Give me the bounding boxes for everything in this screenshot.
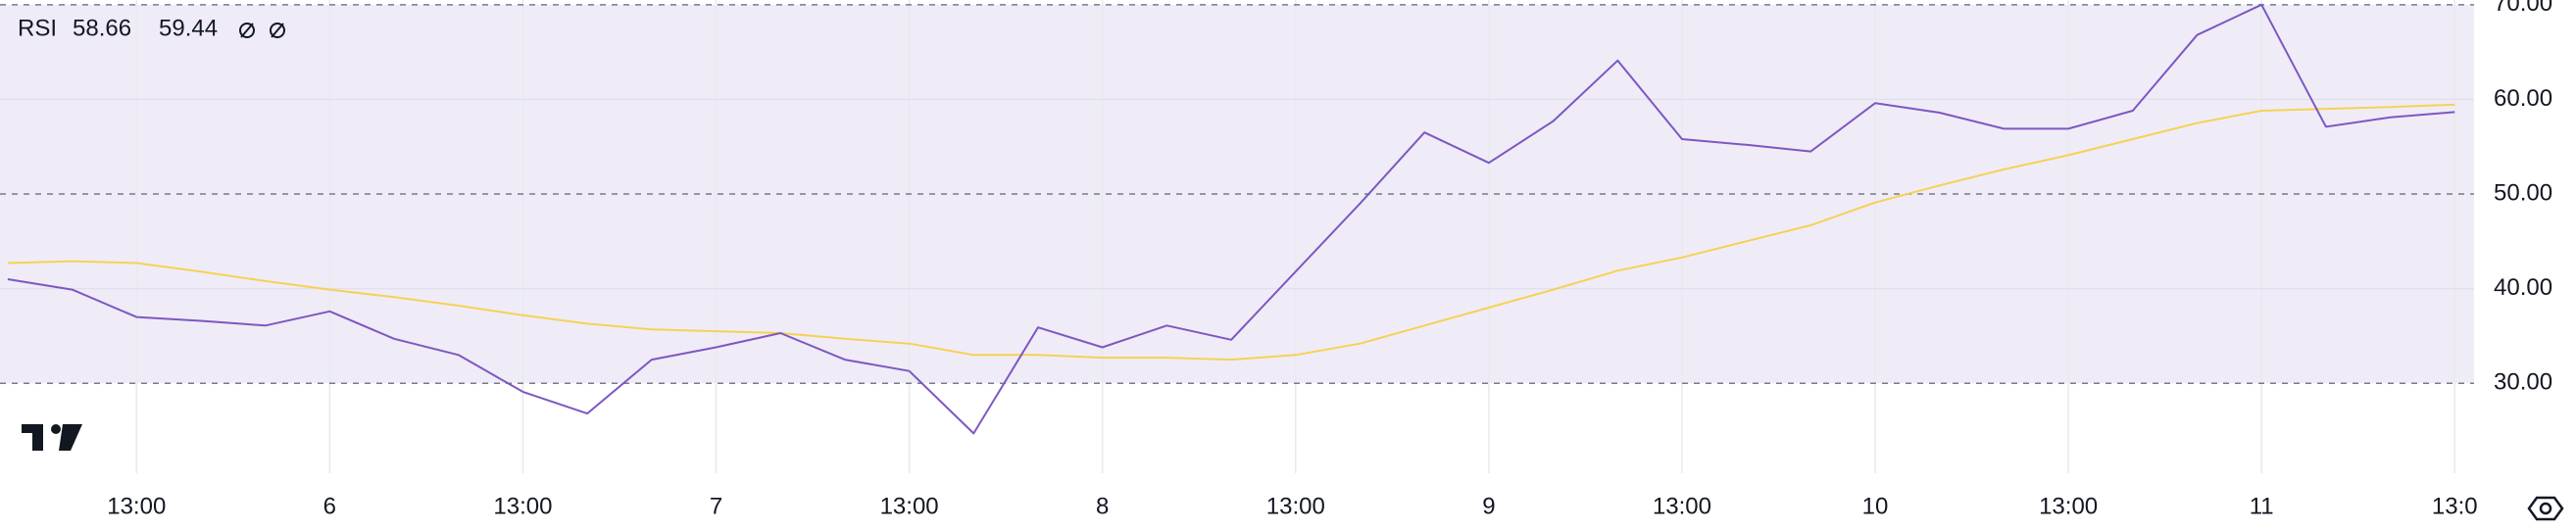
- legend: RSI 58.66 59.44: [18, 15, 285, 41]
- x-tick-label: 13:00: [2039, 493, 2098, 519]
- null-icon: [239, 23, 285, 38]
- legend-title: RSI: [18, 15, 57, 41]
- legend-value: 58.66: [73, 15, 131, 41]
- x-tick-label: 13:00: [1653, 493, 1711, 519]
- x-tick-label: 13:00: [1266, 493, 1325, 519]
- x-tick-label: 13:00: [493, 493, 552, 519]
- background: [0, 0, 2474, 473]
- x-tick-label: 9: [1482, 493, 1495, 519]
- y-tick-label: 50.00: [2494, 179, 2552, 206]
- x-tick-label: 6: [323, 493, 336, 519]
- y-tick-label: 40.00: [2494, 274, 2552, 301]
- x-tick-label: 13:00: [880, 493, 939, 519]
- y-tick-label: 70.00: [2494, 0, 2552, 17]
- series-line: [7, 103, 2455, 362]
- plot-area: [7, 3, 2455, 435]
- series-line: [7, 3, 2455, 435]
- x-tick-label: 7: [710, 493, 722, 519]
- settings-icon[interactable]: [2527, 496, 2564, 521]
- x-tick-label: 13:0: [2432, 493, 2478, 519]
- x-tick-label: 13:00: [107, 493, 166, 519]
- tradingview-logo: [22, 424, 82, 451]
- x-tick-label: 10: [1862, 493, 1889, 519]
- y-tick-label: 30.00: [2494, 369, 2552, 396]
- legend-value: 59.44: [159, 15, 218, 41]
- x-tick-label: 11: [2250, 493, 2274, 519]
- x-tick-label: 8: [1096, 493, 1109, 519]
- y-tick-label: 60.00: [2494, 85, 2552, 112]
